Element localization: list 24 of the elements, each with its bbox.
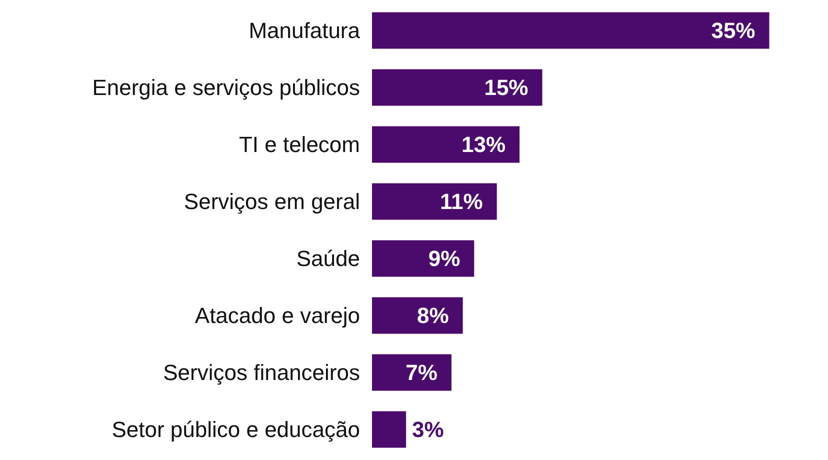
bar	[372, 354, 452, 391]
data-label: 35%	[711, 18, 756, 43]
y-tick-label: TI e telecom	[238, 132, 360, 157]
bar	[372, 297, 463, 334]
data-label: 8%	[417, 303, 449, 328]
bar	[372, 183, 497, 220]
bar	[372, 240, 474, 277]
bar	[372, 69, 542, 106]
data-label: 3%	[412, 417, 444, 442]
bar	[372, 12, 770, 49]
y-tick-label: Energia e serviços públicos	[92, 75, 360, 100]
data-label: 7%	[406, 360, 438, 385]
bar	[372, 126, 520, 163]
y-tick-label: Serviços em geral	[184, 189, 360, 214]
bar	[372, 411, 406, 448]
y-tick-label: Serviços financeiros	[163, 360, 360, 385]
data-label: 15%	[484, 75, 528, 100]
y-tick-label: Manufatura	[248, 18, 361, 43]
y-tick-label: Setor público e educação	[112, 417, 360, 442]
data-label: 11%	[440, 189, 483, 214]
y-tick-label: Atacado e varejo	[194, 303, 360, 328]
y-tick-label: Saúde	[296, 246, 360, 271]
data-label: 13%	[462, 132, 506, 157]
data-label: 9%	[428, 246, 460, 271]
